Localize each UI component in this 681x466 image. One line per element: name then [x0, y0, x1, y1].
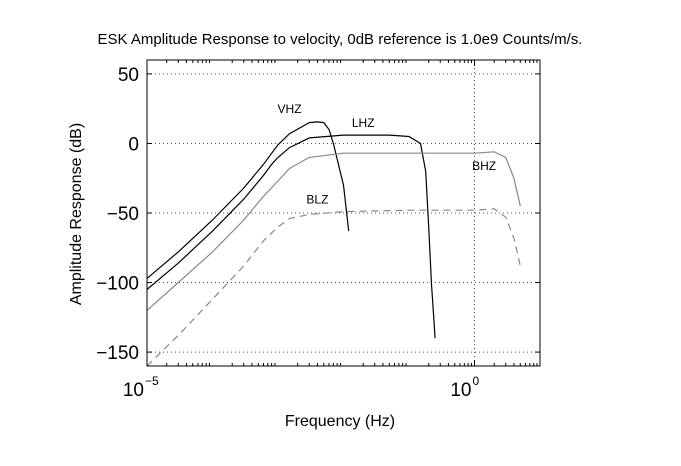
series-line-lhz: [146, 134, 436, 339]
x-tick-base: 10: [123, 380, 144, 401]
y-tick-label: 0: [128, 134, 139, 155]
series-line-bhz: [146, 151, 521, 311]
series-label-blz: BLZ: [306, 192, 328, 206]
x-tick-label: 10 0: [450, 374, 479, 401]
series-lines: [146, 121, 521, 367]
x-tick-label: 10 −5: [123, 374, 159, 401]
x-tick-exponent: −5: [145, 374, 159, 388]
series-label-vhz: VHZ: [278, 102, 302, 116]
series-label-bhz: BHZ: [472, 159, 496, 173]
chart-title: ESK Amplitude Response to velocity, 0dB …: [98, 31, 583, 48]
y-tick-label: −50: [107, 204, 139, 225]
x-axis-label: Frequency (Hz): [285, 413, 395, 430]
series-line-vhz: [146, 121, 350, 279]
y-tick-label: −150: [96, 343, 139, 364]
y-tick-label: −100: [96, 274, 139, 295]
x-tick-exponent: 0: [473, 374, 480, 388]
series-labels: VHZ LHZ BHZ BLZ: [278, 102, 497, 206]
grid-lines: [146, 60, 540, 366]
y-axis-label: Amplitude Response (dB): [68, 123, 85, 305]
y-tick-label: 50: [118, 65, 139, 86]
series-label-lhz: LHZ: [352, 116, 375, 130]
x-tick-base: 10: [450, 380, 471, 401]
series-line-blz: [146, 208, 521, 367]
